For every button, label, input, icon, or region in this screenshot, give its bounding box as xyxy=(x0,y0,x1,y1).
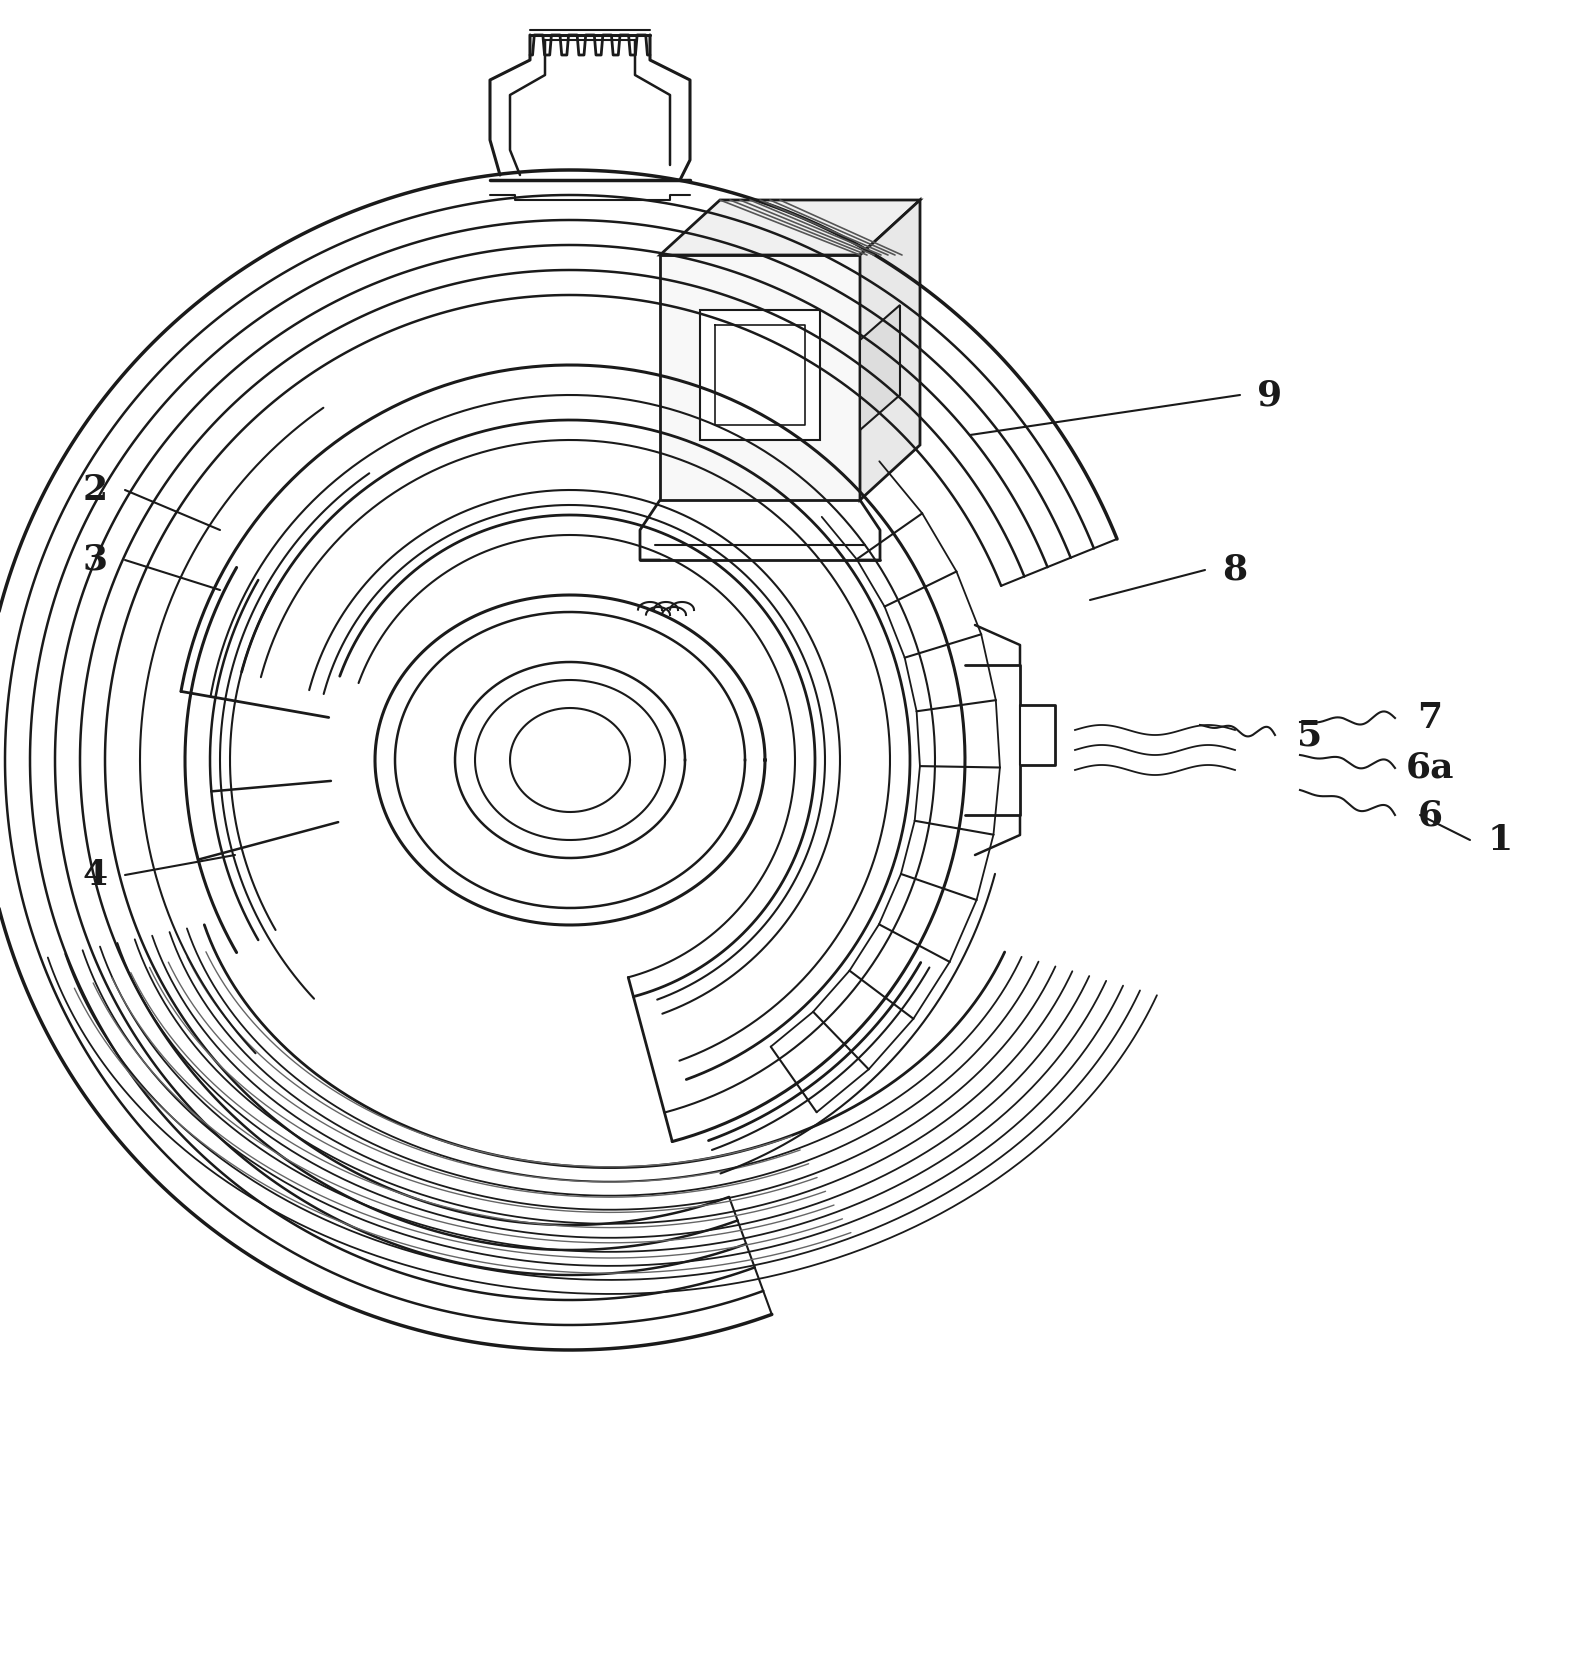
Text: 4: 4 xyxy=(82,858,107,891)
Polygon shape xyxy=(660,255,861,501)
Text: 1: 1 xyxy=(1487,823,1513,856)
Text: 9: 9 xyxy=(1257,377,1282,412)
Polygon shape xyxy=(660,200,921,255)
Polygon shape xyxy=(861,305,900,431)
Polygon shape xyxy=(861,200,921,501)
Text: 6a: 6a xyxy=(1405,751,1454,784)
Text: 5: 5 xyxy=(1298,718,1323,753)
Text: 7: 7 xyxy=(1418,701,1443,734)
Polygon shape xyxy=(699,310,820,441)
Text: 8: 8 xyxy=(1222,552,1247,587)
Text: 2: 2 xyxy=(82,472,107,507)
Text: 6: 6 xyxy=(1418,798,1443,833)
Text: 3: 3 xyxy=(82,542,107,577)
